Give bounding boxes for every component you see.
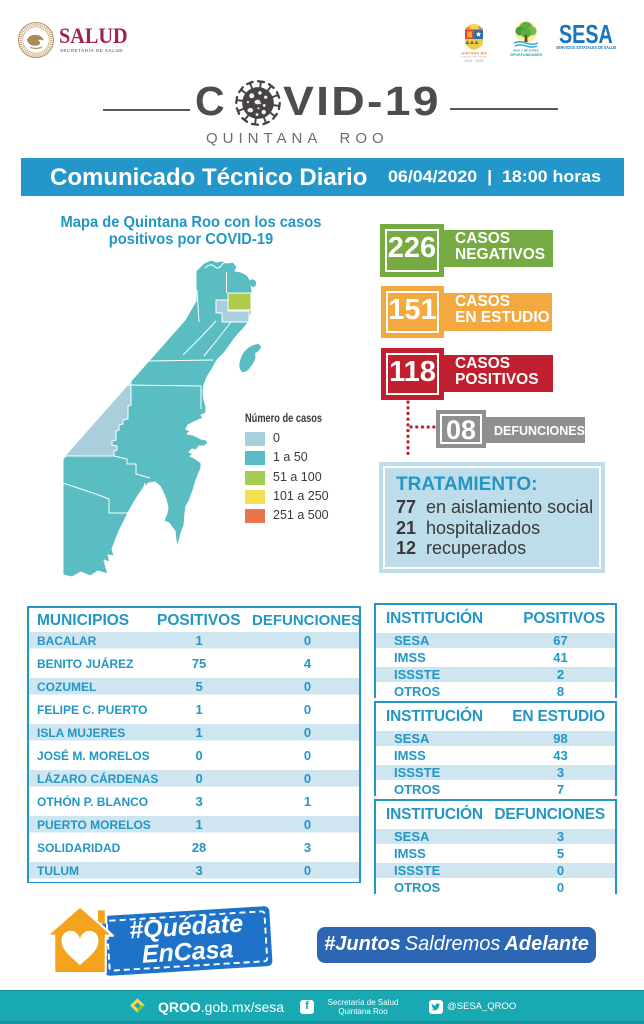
svg-text:GOBIERNO DEL ESTADO: GOBIERNO DEL ESTADO: [461, 55, 487, 58]
svg-text:QUINTANA ROO: QUINTANA ROO: [461, 52, 487, 56]
svg-text:OPORTUNIDADES: OPORTUNIDADES: [510, 53, 542, 57]
svg-text:MÁS Y MEJORES: MÁS Y MEJORES: [513, 48, 539, 53]
